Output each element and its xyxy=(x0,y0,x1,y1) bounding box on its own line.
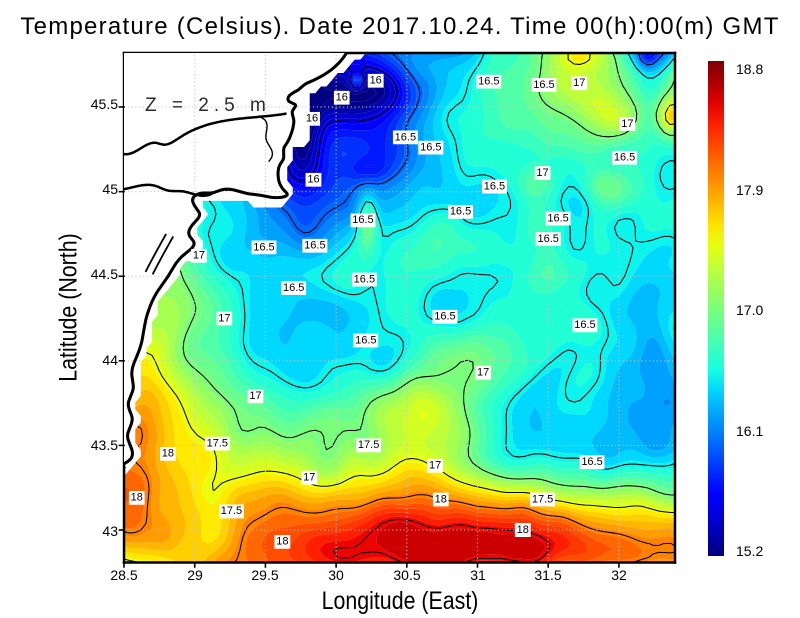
svg-text:16.5: 16.5 xyxy=(304,240,325,252)
svg-text:16: 16 xyxy=(307,174,319,186)
svg-text:18: 18 xyxy=(517,524,529,536)
svg-text:18: 18 xyxy=(131,492,143,504)
svg-text:16.5: 16.5 xyxy=(352,214,373,226)
svg-text:16.5: 16.5 xyxy=(484,180,505,192)
svg-text:16: 16 xyxy=(336,92,348,104)
svg-text:17: 17 xyxy=(621,118,633,130)
svg-text:17: 17 xyxy=(193,250,205,262)
svg-text:18: 18 xyxy=(435,493,447,505)
svg-text:16.5: 16.5 xyxy=(614,152,635,164)
svg-text:16.5: 16.5 xyxy=(253,241,274,253)
svg-text:17: 17 xyxy=(303,471,315,483)
svg-text:16.5: 16.5 xyxy=(283,282,304,294)
svg-text:17: 17 xyxy=(429,460,441,472)
svg-text:17.5: 17.5 xyxy=(221,505,242,517)
svg-text:16.5: 16.5 xyxy=(420,141,441,153)
svg-text:17.5: 17.5 xyxy=(532,493,553,505)
svg-text:17: 17 xyxy=(249,390,261,402)
svg-text:16.5: 16.5 xyxy=(581,456,602,468)
svg-text:16.5: 16.5 xyxy=(354,273,375,285)
svg-text:16.5: 16.5 xyxy=(533,79,554,91)
svg-text:16.5: 16.5 xyxy=(395,131,416,143)
svg-text:16.5: 16.5 xyxy=(434,311,455,323)
svg-text:16.5: 16.5 xyxy=(537,233,558,245)
svg-text:17: 17 xyxy=(477,366,489,378)
svg-text:16: 16 xyxy=(370,75,382,87)
svg-text:16.5: 16.5 xyxy=(355,334,376,346)
svg-text:17: 17 xyxy=(536,167,548,179)
svg-text:16: 16 xyxy=(306,113,318,125)
svg-text:16.5: 16.5 xyxy=(547,213,568,225)
svg-text:18: 18 xyxy=(276,536,288,548)
svg-text:17.5: 17.5 xyxy=(207,438,228,450)
svg-text:16.5: 16.5 xyxy=(574,319,595,331)
svg-text:18: 18 xyxy=(162,448,174,460)
svg-text:17: 17 xyxy=(218,312,230,324)
svg-text:16.5: 16.5 xyxy=(450,206,471,218)
svg-text:17: 17 xyxy=(573,77,585,89)
svg-text:17.5: 17.5 xyxy=(358,439,379,451)
svg-text:16.5: 16.5 xyxy=(478,75,499,87)
